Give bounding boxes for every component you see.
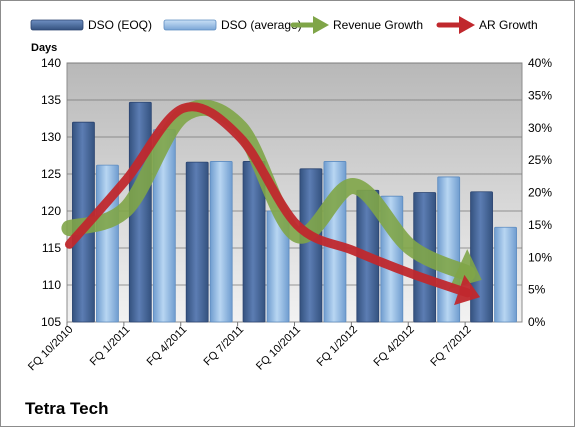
x-tick-label: FQ 10/2011: [254, 324, 303, 373]
legend-dso-eoq-swatch: [30, 19, 84, 31]
x-tick-label: FQ 1/2011: [88, 324, 133, 369]
revenue-growth-arrowhead: [448, 249, 482, 290]
y2-tick-label: 30%: [528, 121, 552, 135]
legend-dso-average-swatch: [163, 19, 217, 31]
growth-arrows: [61, 99, 482, 306]
y2-tick-label: 5%: [528, 283, 546, 297]
x-tick-label: FQ 4/2012: [372, 324, 417, 369]
y-axis-label: Days: [31, 42, 57, 54]
y-tick-label: 120: [41, 204, 61, 218]
y-tick-label: 135: [41, 93, 61, 107]
y2-tick-label: 20%: [528, 186, 552, 200]
company-name: Tetra Tech: [25, 399, 109, 418]
y2-axis-ticks: 0% 5% 10% 15% 20% 25% 30% 35% 40%: [528, 56, 552, 329]
y2-tick-label: 0%: [528, 315, 546, 329]
legend-revenue-growth-swatch-head: [313, 16, 329, 34]
bar-dso-eoq: [470, 191, 493, 323]
x-tick-label: FQ 7/2011: [202, 324, 247, 369]
bar-dso-eoq: [185, 161, 209, 323]
legend: DSO (EOQ) DSO (average) Revenue Growth AR G…: [30, 16, 538, 34]
y-tick-label: 115: [42, 241, 61, 255]
y2-tick-label: 35%: [528, 88, 552, 102]
y-axis-ticks: 105 110 115 120 125 130 135 140: [41, 56, 61, 329]
x-tick-label: FQ 4/2011: [145, 324, 190, 369]
ar-growth-arrowhead: [454, 274, 481, 306]
legend-dso-eoq-label: DSO (EOQ): [88, 18, 152, 32]
y2-tick-label: 15%: [528, 218, 552, 232]
legend-ar-growth-swatch-head: [459, 16, 475, 34]
bar-dso-average: [209, 161, 233, 323]
x-axis-ticks: FQ 10/2010 FQ 1/2011 FQ 4/2011 FQ 7/2011 FQ …: [26, 322, 474, 373]
x-tick-label: FQ 1/2012: [315, 324, 360, 369]
y-tick-label: 140: [41, 56, 61, 70]
y2-tick-label: 40%: [528, 56, 552, 70]
y-tick-label: 110: [42, 278, 61, 292]
bar-dso-eoq: [299, 168, 323, 323]
ar-growth-line: [64, 102, 473, 298]
y-tick-label: 105: [41, 315, 61, 329]
y2-tick-label: 10%: [528, 250, 552, 264]
legend-dso-average-label: DSO (average): [221, 18, 302, 32]
y-tick-label: 130: [41, 130, 61, 144]
x-tick-label: FQ 10/2010: [26, 324, 76, 374]
y-tick-label: 125: [41, 167, 61, 181]
legend-ar-growth-label: AR Growth: [479, 18, 538, 32]
x-tick-label: FQ 7/2012: [428, 324, 473, 369]
legend-revenue-growth-label: Revenue Growth: [333, 18, 423, 32]
y2-tick-label: 25%: [528, 153, 552, 167]
bar-dso-average: [494, 226, 517, 323]
